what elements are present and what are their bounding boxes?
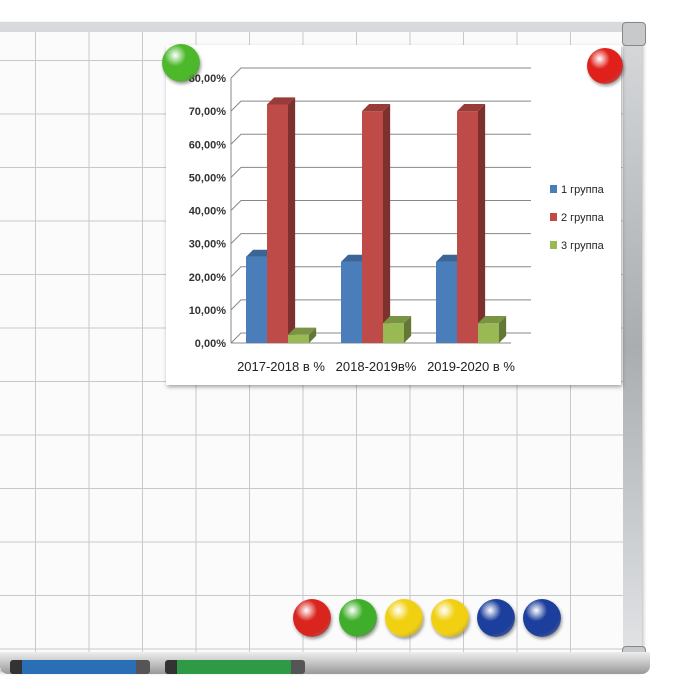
gridline (230, 67, 531, 79)
legend-swatch (550, 185, 557, 193)
bar-top (267, 97, 296, 105)
y-tick-label: 10,00% (189, 305, 227, 317)
bar-side (404, 315, 412, 343)
magnet[interactable] (385, 599, 423, 637)
bar-chart: 0,00% 10,00% 20,00% 30,00% 40,00% 50,00% 60,00… (189, 67, 605, 374)
legend-label: 3 группа (561, 240, 605, 252)
y-tick-label: 70,00% (189, 106, 227, 118)
x-tick-label: 2019-2020 в % (427, 359, 515, 374)
legend-label: 2 группа (561, 212, 605, 224)
magnet[interactable] (477, 599, 515, 637)
marker-tray (0, 652, 650, 674)
y-tick-label: 30,00% (189, 239, 227, 251)
legend-swatch (550, 213, 557, 221)
bar (288, 334, 309, 343)
bar (436, 261, 457, 343)
gridline (230, 133, 531, 145)
y-tick-label: 20,00% (189, 272, 227, 284)
bar-top (478, 315, 507, 324)
bar (341, 261, 362, 343)
gridline (230, 166, 531, 178)
red-magnet[interactable] (587, 48, 623, 84)
y-tick-label: 40,00% (189, 206, 227, 218)
green-magnet[interactable] (162, 44, 200, 82)
bar-top (457, 103, 486, 112)
bar-side (499, 315, 507, 343)
bar-side (383, 103, 391, 343)
bar (457, 111, 478, 343)
bar (478, 323, 499, 343)
legend-swatch (550, 241, 557, 249)
gridline (230, 299, 531, 311)
bar (362, 111, 383, 343)
x-tick-label: 2018-2019в% (336, 359, 417, 374)
chart-sheet: 0,00% 10,00% 20,00% 30,00% 40,00% 50,00% 60,00… (166, 45, 621, 385)
gridline (230, 332, 531, 344)
y-tick-label: 0,00% (195, 338, 226, 350)
gridline (230, 100, 531, 112)
magnet[interactable] (339, 599, 377, 637)
y-tick-label: 50,00% (189, 172, 227, 184)
bar (383, 323, 404, 343)
magnet[interactable] (293, 599, 331, 637)
bar-top (362, 103, 391, 112)
magnet[interactable] (431, 599, 469, 637)
magnet[interactable] (523, 599, 561, 637)
bar (246, 256, 267, 343)
x-tick-label: 2017-2018 в % (237, 359, 325, 374)
bar-top (288, 327, 317, 335)
y-tick-label: 60,00% (189, 139, 227, 151)
gridline (230, 200, 531, 211)
frame-corner (622, 22, 646, 46)
green-marker[interactable] (165, 660, 305, 674)
bar-side (478, 103, 486, 343)
bar (267, 104, 288, 343)
bar-side (288, 97, 296, 343)
blue-marker[interactable] (10, 660, 150, 674)
bar-top (383, 315, 412, 324)
y-tick-label: 80,00% (189, 73, 227, 85)
gridline (230, 233, 531, 244)
gridline (230, 266, 531, 278)
legend-label: 1 группа (561, 184, 605, 196)
bar-side (309, 327, 317, 343)
